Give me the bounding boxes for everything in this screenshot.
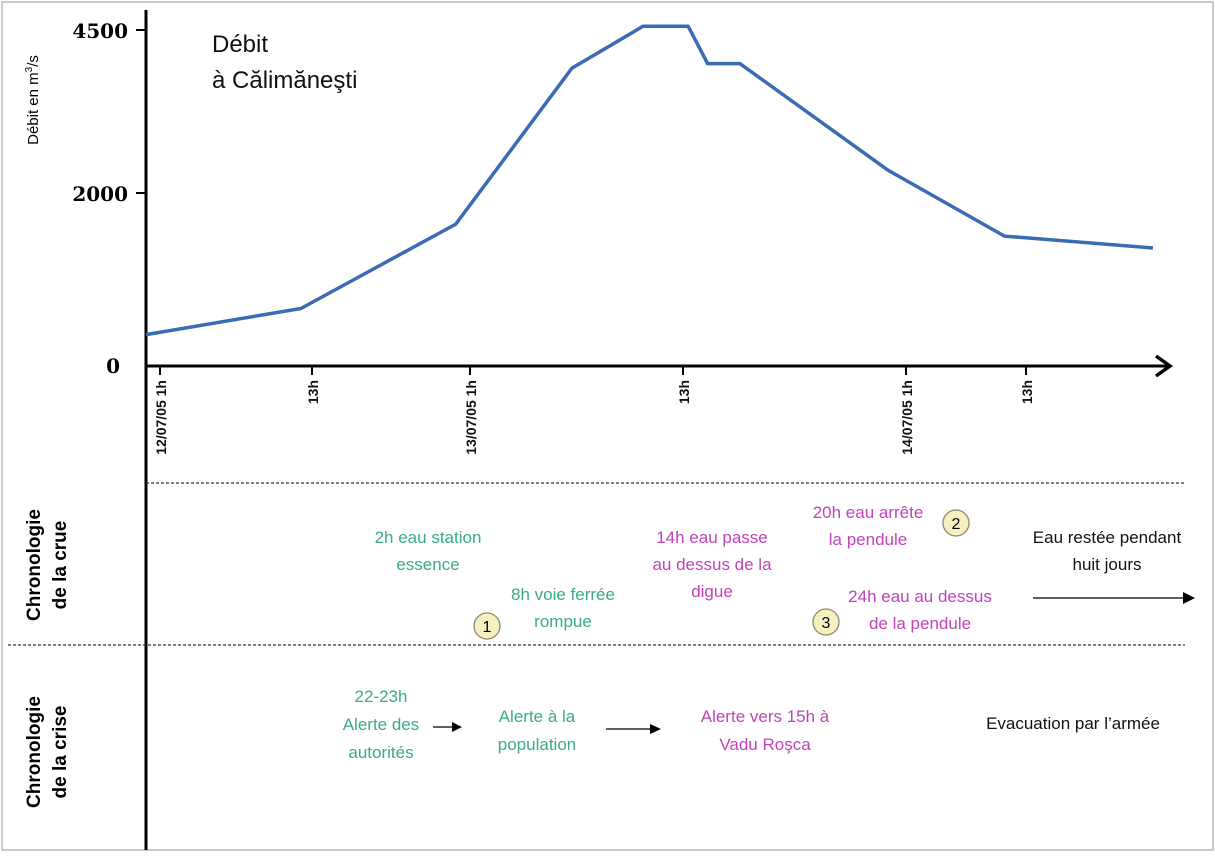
x-tick-label: 13h	[1019, 380, 1035, 404]
badge-1: 1	[474, 613, 500, 639]
crise-annotation-15h-l1: Alerte vers 15h à	[701, 707, 830, 726]
crue-annotation-14h-l1: 14h eau passe	[656, 528, 768, 547]
y-tick-label-2000: 2000	[72, 182, 128, 206]
y-tick-label-0: 0	[106, 354, 120, 378]
y-tick-label-4500: 4500	[72, 19, 128, 43]
crise-arrow-2-head	[650, 724, 661, 734]
badge-3-label: 3	[822, 615, 831, 632]
crue-arrow-head	[1183, 592, 1195, 604]
badge-2-label: 2	[952, 516, 961, 533]
chart-title: Débit	[212, 31, 268, 58]
x-tick-label: 14/07/05 1h	[899, 380, 915, 455]
x-tick-label: 13h	[305, 380, 321, 404]
crue-annotation-8h-l1: 8h voie ferrée	[511, 585, 615, 604]
crue-annotation-24h-l1: 24h eau au dessus	[848, 587, 992, 606]
crue-annotation-8h-l2: rompue	[534, 612, 592, 631]
section-label-crise-2: de la crise	[50, 706, 71, 799]
crue-annotation-20h-l1: 20h eau arrête	[813, 503, 924, 522]
crise-arrow-1-head	[452, 722, 462, 732]
crue-annotation-20h-l2: la pendule	[829, 530, 907, 549]
badge-2: 2	[943, 510, 969, 536]
crise-annotation-15h-l2: Vadu Roşca	[719, 735, 811, 754]
crise-annotation-evacuation: Evacuation par l’armée	[986, 714, 1160, 733]
crise-annotation-22h-l1: 22-23h	[355, 687, 408, 706]
x-ticks-group: 12/07/05 1h 13h 13/07/05 1h 13h 14/07/05 1h 1…	[153, 366, 1035, 455]
crise-annotation-22h-l3: autorités	[348, 743, 413, 762]
crue-annotation-huit-jours-l1: Eau restée pendant	[1033, 528, 1182, 547]
crise-annotation-population-l1: Alerte à la	[499, 707, 576, 726]
crue-annotation-14h-l2: au dessus de la	[652, 555, 772, 574]
crue-annotation-14h-l3: digue	[691, 582, 733, 601]
section-label-crue-1: Chronologie	[24, 509, 45, 621]
x-tick-label: 12/07/05 1h	[153, 380, 169, 455]
section-label-crue-2: de la crue	[50, 521, 71, 610]
section-label-crise-1: Chronologie	[24, 696, 45, 808]
crue-annotation-2h-l1: 2h eau station	[375, 528, 482, 547]
crue-annotation-huit-jours-l2: huit jours	[1073, 555, 1142, 574]
badge-3: 3	[813, 609, 839, 635]
y-axis-label: Débit en m3/s	[24, 55, 42, 145]
crue-annotation-24h-l2: de la pendule	[869, 614, 971, 633]
crise-annotation-22h-l2: Alerte des	[343, 715, 420, 734]
x-tick-label: 13/07/05 1h	[463, 380, 479, 455]
badge-1-label: 1	[483, 619, 492, 636]
x-tick-label: 13h	[676, 380, 692, 404]
crue-annotation-2h-l2: essence	[396, 555, 459, 574]
crise-annotation-population-l2: population	[498, 735, 576, 754]
chart-subtitle: à Călimăneşti	[212, 67, 357, 94]
